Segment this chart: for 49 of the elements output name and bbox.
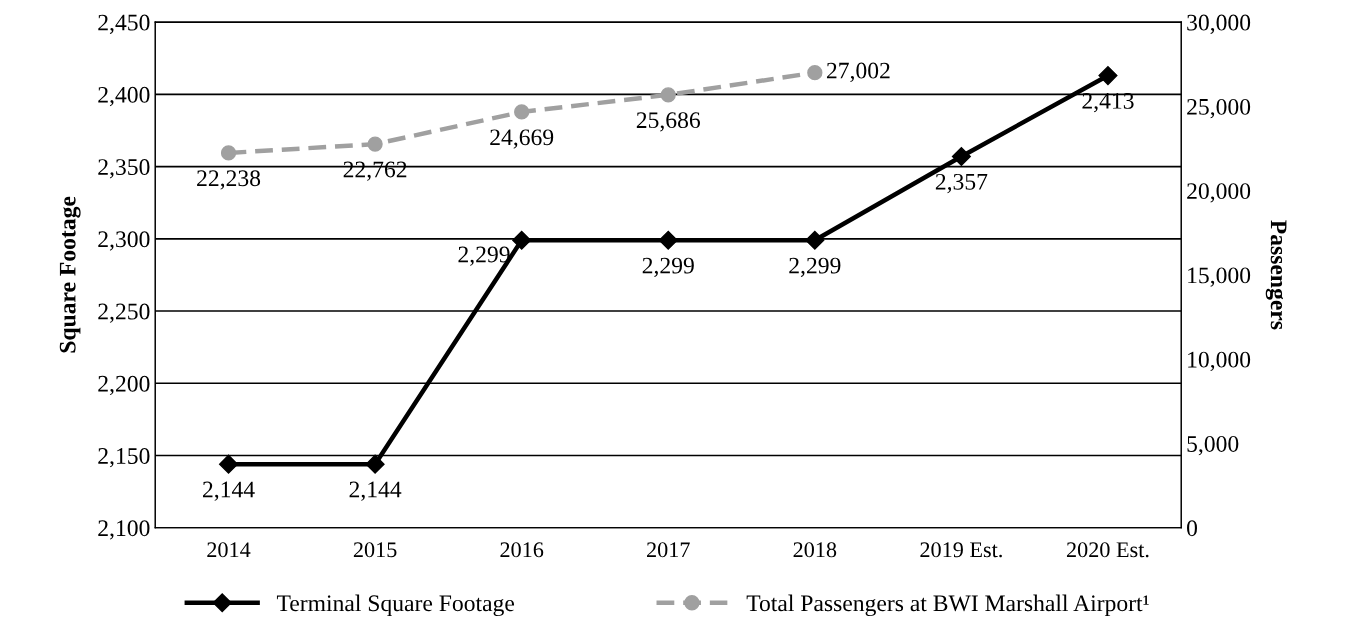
point bbox=[365, 454, 385, 474]
legend-label: Total Passengers at BWI Marshall Airport¹ bbox=[746, 594, 1149, 617]
data-label: 2,299 bbox=[642, 257, 694, 277]
point bbox=[805, 230, 825, 250]
data-label: 24,669 bbox=[490, 129, 554, 149]
data-label: 2,144 bbox=[349, 481, 402, 501]
x-tick-label: 2020 Est. bbox=[1066, 542, 1149, 558]
y2-tick-label: 5,000 bbox=[1187, 435, 1239, 456]
data-label: 22,238 bbox=[197, 170, 261, 190]
point bbox=[660, 87, 676, 103]
legend-label: Terminal Square Footage bbox=[276, 594, 515, 617]
y-tick-label: 2,350 bbox=[98, 159, 150, 179]
y-tick-label: 2,200 bbox=[98, 375, 150, 396]
point bbox=[367, 136, 383, 152]
y-tick-label: 2,100 bbox=[98, 520, 150, 540]
data-label: 27,002 bbox=[826, 62, 890, 82]
y2-axis-title: Passengers bbox=[1265, 220, 1287, 330]
point bbox=[219, 454, 239, 474]
y-tick-label: 2,450 bbox=[98, 14, 150, 34]
y2-tick-label: 30,000 bbox=[1187, 14, 1251, 34]
y-axis-title: Square Footage bbox=[59, 196, 81, 353]
point bbox=[658, 230, 678, 250]
point bbox=[1098, 66, 1118, 86]
y-tick-label: 2,300 bbox=[98, 231, 150, 251]
point bbox=[951, 146, 971, 166]
y2-tick-label: 10,000 bbox=[1188, 351, 1251, 372]
y2-tick-label: 0 bbox=[1187, 520, 1198, 537]
y2-tick-label: 15,000 bbox=[1188, 267, 1251, 287]
point bbox=[512, 230, 532, 250]
y2-tick-label: 20,000 bbox=[1187, 183, 1251, 203]
y2-tick-label: 25,000 bbox=[1187, 98, 1251, 119]
x-tick-label: 2017 bbox=[647, 542, 690, 558]
point bbox=[807, 65, 823, 81]
data-label: 2,357 bbox=[935, 173, 988, 194]
y-tick-label: 2,250 bbox=[98, 303, 150, 323]
data-label: 25,686 bbox=[636, 112, 701, 132]
x-tick-label: 2018 bbox=[793, 542, 837, 558]
x-tick-label: 2014 bbox=[207, 542, 251, 558]
point bbox=[514, 104, 530, 120]
y-tick-label: 2,150 bbox=[98, 447, 150, 468]
point bbox=[220, 145, 237, 161]
x-tick-label: 2016 bbox=[500, 542, 544, 558]
y-tick-label: 2,400 bbox=[98, 86, 150, 107]
data-label: 2,144 bbox=[203, 481, 255, 501]
data-label: 2,299 bbox=[789, 257, 841, 277]
data-label: 22,762 bbox=[343, 161, 407, 181]
data-label: 2,299 bbox=[458, 246, 510, 266]
x-tick-label: 2015 bbox=[353, 542, 397, 558]
x-tick-label: 2019 Est. bbox=[920, 542, 1002, 558]
